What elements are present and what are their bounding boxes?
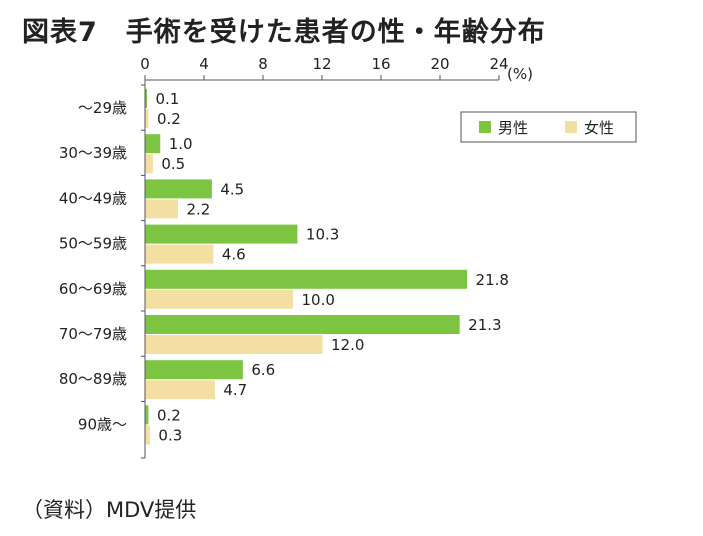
legend-label-female: 女性: [584, 119, 614, 137]
female-data-label: 0.5: [161, 155, 185, 173]
x-axis-unit: (%): [507, 65, 533, 83]
male-data-label: 21.8: [476, 271, 509, 289]
female-data-label: 12.0: [331, 336, 364, 354]
male-bar: [145, 224, 298, 244]
female-data-label: 2.2: [186, 200, 210, 218]
male-bar: [145, 315, 460, 334]
x-tick-label: 24: [489, 55, 508, 73]
legend-swatch-male: [479, 121, 491, 133]
female-bar: [145, 335, 323, 354]
category-label: 80～89歳: [59, 370, 127, 388]
x-tick-label: 16: [371, 55, 390, 73]
male-data-label: 1.0: [169, 135, 193, 153]
female-bar: [145, 154, 153, 174]
x-tick-label: 12: [312, 55, 331, 73]
category-label: 30～39歳: [59, 144, 127, 162]
male-data-label: 6.6: [251, 361, 275, 379]
x-tick-label: 8: [258, 55, 268, 73]
male-bar: [145, 134, 161, 154]
category-label: 90歳～: [78, 415, 127, 433]
female-bar: [145, 109, 149, 128]
category-label: ～29歳: [78, 99, 127, 117]
male-bar: [145, 269, 468, 289]
male-bar: [145, 179, 212, 199]
female-bar: [145, 244, 214, 264]
category-label: 60～69歳: [59, 280, 127, 298]
female-bar: [145, 199, 178, 219]
x-tick-label: 0: [140, 55, 150, 73]
male-bar: [145, 89, 147, 108]
category-label: 70～79歳: [59, 325, 127, 343]
female-data-label: 4.7: [223, 381, 247, 399]
category-label: 40～49歳: [59, 189, 127, 207]
female-data-label: 4.6: [222, 246, 246, 264]
male-data-label: 10.3: [306, 226, 339, 244]
chart-title: 図表7 手術を受けた患者の性・年齢分布: [22, 17, 546, 48]
legend-swatch-female: [565, 121, 577, 133]
category-label: 50～59歳: [59, 235, 127, 253]
female-data-label: 0.2: [157, 110, 181, 128]
male-data-label: 4.5: [220, 180, 244, 198]
male-data-label: 0.1: [155, 90, 179, 108]
legend-label-male: 男性: [498, 119, 528, 137]
male-bar: [145, 405, 149, 425]
female-data-label: 0.3: [158, 426, 182, 444]
source-note: （資料）MDV提供: [22, 498, 197, 522]
x-tick-label: 20: [430, 55, 449, 73]
female-bar: [145, 380, 215, 400]
male-data-label: 0.2: [157, 406, 181, 424]
x-tick-label: 4: [199, 55, 209, 73]
female-bar: [145, 425, 150, 445]
female-bar: [145, 289, 293, 309]
male-data-label: 21.3: [468, 316, 501, 334]
female-data-label: 10.0: [302, 291, 335, 309]
male-bar: [145, 360, 243, 380]
